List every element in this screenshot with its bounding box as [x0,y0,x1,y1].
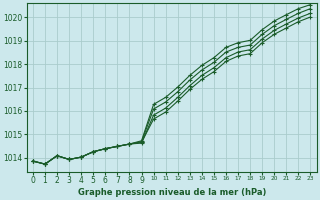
X-axis label: Graphe pression niveau de la mer (hPa): Graphe pression niveau de la mer (hPa) [77,188,266,197]
